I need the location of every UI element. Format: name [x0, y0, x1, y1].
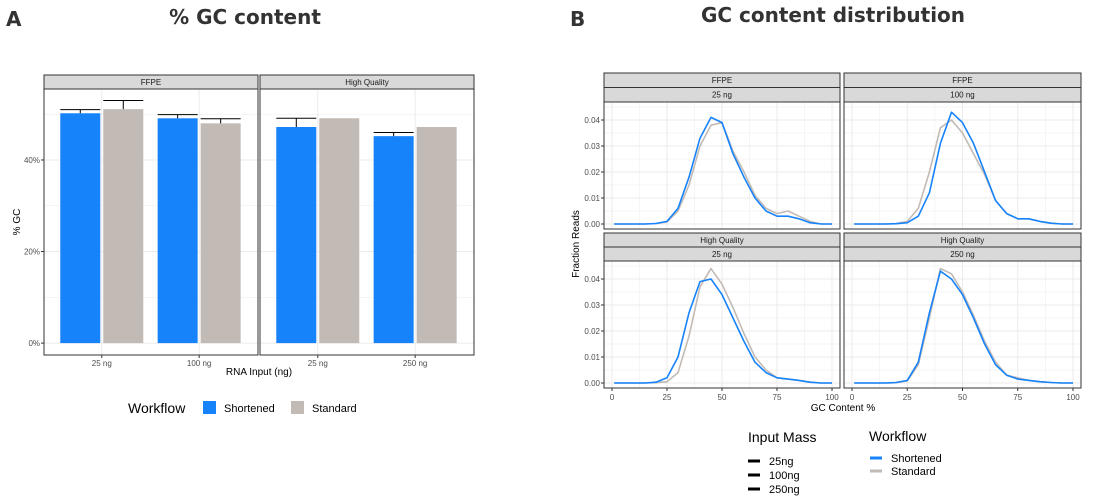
- bar-shortened: [276, 127, 317, 344]
- x-tick-label: 25: [663, 393, 672, 402]
- x-tick-label: 100: [1066, 393, 1080, 402]
- y-tick-label: 40%: [24, 156, 40, 165]
- bar-chart: 25 ng 100 ng FFPE 25 ng 250 ng High Quality 0%…: [12, 74, 475, 416]
- x-axis-label: GC Content %: [811, 403, 876, 414]
- y-tick-label: 0.00: [584, 220, 600, 229]
- facet-label: FFPE: [952, 76, 972, 85]
- facet-label: FFPE: [712, 76, 732, 85]
- legend-label: Shortened: [891, 453, 942, 465]
- legend-label: Standard: [312, 403, 357, 415]
- x-tick-label: 0: [850, 393, 855, 402]
- x-tick-label: 0: [610, 393, 615, 402]
- x-tick-label: 50: [718, 393, 727, 402]
- legend-label: Shortened: [224, 403, 275, 415]
- bar-standard: [416, 127, 457, 344]
- x-tick-label: 25 ng: [92, 359, 112, 368]
- series-line-shortened: [854, 111, 1073, 225]
- series-line-shortened: [614, 278, 832, 384]
- x-tick-label: 25 ng: [308, 359, 328, 368]
- y-tick-label: 0.03: [584, 142, 600, 151]
- facet-label: FFPE: [141, 78, 161, 87]
- bar-standard: [200, 123, 241, 344]
- panel-a-title: % GC content: [169, 5, 321, 29]
- y-axis-label: % GC: [12, 209, 23, 236]
- legend-swatch-shortened: [203, 401, 216, 414]
- y-tick-label: 20%: [24, 248, 40, 257]
- x-tick-label: 250 ng: [403, 359, 427, 368]
- legend-title: Workflow: [128, 400, 186, 416]
- x-tick-label: 100: [825, 393, 839, 402]
- x-tick-label: 25: [903, 393, 912, 402]
- facet-label: 25 ng: [712, 91, 732, 100]
- y-tick-label: 0.01: [584, 194, 600, 203]
- x-axis-label: RNA Input (ng): [226, 367, 292, 378]
- y-axis-label: Fraction Reads: [571, 210, 582, 278]
- facet-strip: [603, 246, 841, 262]
- y-tick-label: 0.03: [584, 301, 600, 310]
- legend-swatch-standard: [291, 401, 304, 414]
- panel-b-letter: B: [570, 7, 585, 31]
- facet-label: High Quality: [700, 236, 744, 245]
- facet-label: 100 ng: [950, 91, 974, 100]
- bar-standard: [319, 118, 360, 344]
- line-chart: FFPE 25 ng 0.00 0.01 0.02 0.03 0.04 FFPE 100 ng H…: [571, 72, 1082, 496]
- facet-strip: [603, 87, 841, 103]
- legend-label: 250ng: [769, 484, 800, 496]
- panel-b-title: GC content distribution: [701, 3, 965, 27]
- y-tick-label: 0.00: [584, 379, 600, 388]
- y-tick-label: 0.01: [584, 353, 600, 362]
- facet-label: 250 ng: [950, 250, 974, 259]
- y-tick-label: 0.04: [584, 275, 600, 284]
- bar-standard: [103, 109, 144, 344]
- y-tick-label: 0.02: [584, 168, 600, 177]
- y-tick-label: 0.02: [584, 327, 600, 336]
- series-line-shortened: [614, 116, 832, 225]
- facet-label: 25 ng: [712, 250, 732, 259]
- facet-label: High Quality: [941, 236, 985, 245]
- legend-title: Input Mass: [748, 429, 816, 445]
- facet-strip: [43, 74, 259, 90]
- series-line-shortened: [854, 270, 1073, 384]
- x-tick-label: 75: [1013, 393, 1022, 402]
- facet-strip: [259, 74, 475, 90]
- legend-label: 25ng: [769, 456, 793, 468]
- bar-shortened: [373, 136, 414, 344]
- x-tick-label: 75: [773, 393, 782, 402]
- bar-shortened: [60, 113, 101, 344]
- facet-strip: [843, 87, 1082, 103]
- facet-strip: [843, 246, 1082, 262]
- y-tick-label: 0.04: [584, 116, 600, 125]
- legend-label: Standard: [891, 466, 936, 478]
- legend-title: Workflow: [869, 428, 927, 444]
- bar-shortened: [157, 118, 198, 344]
- legend-label: 100ng: [769, 470, 800, 482]
- y-tick-label: 0%: [28, 339, 40, 348]
- facet-label: High Quality: [345, 78, 389, 87]
- x-tick-label: 50: [958, 393, 967, 402]
- panel-a-letter: A: [6, 7, 22, 31]
- x-tick-label: 100 ng: [187, 359, 211, 368]
